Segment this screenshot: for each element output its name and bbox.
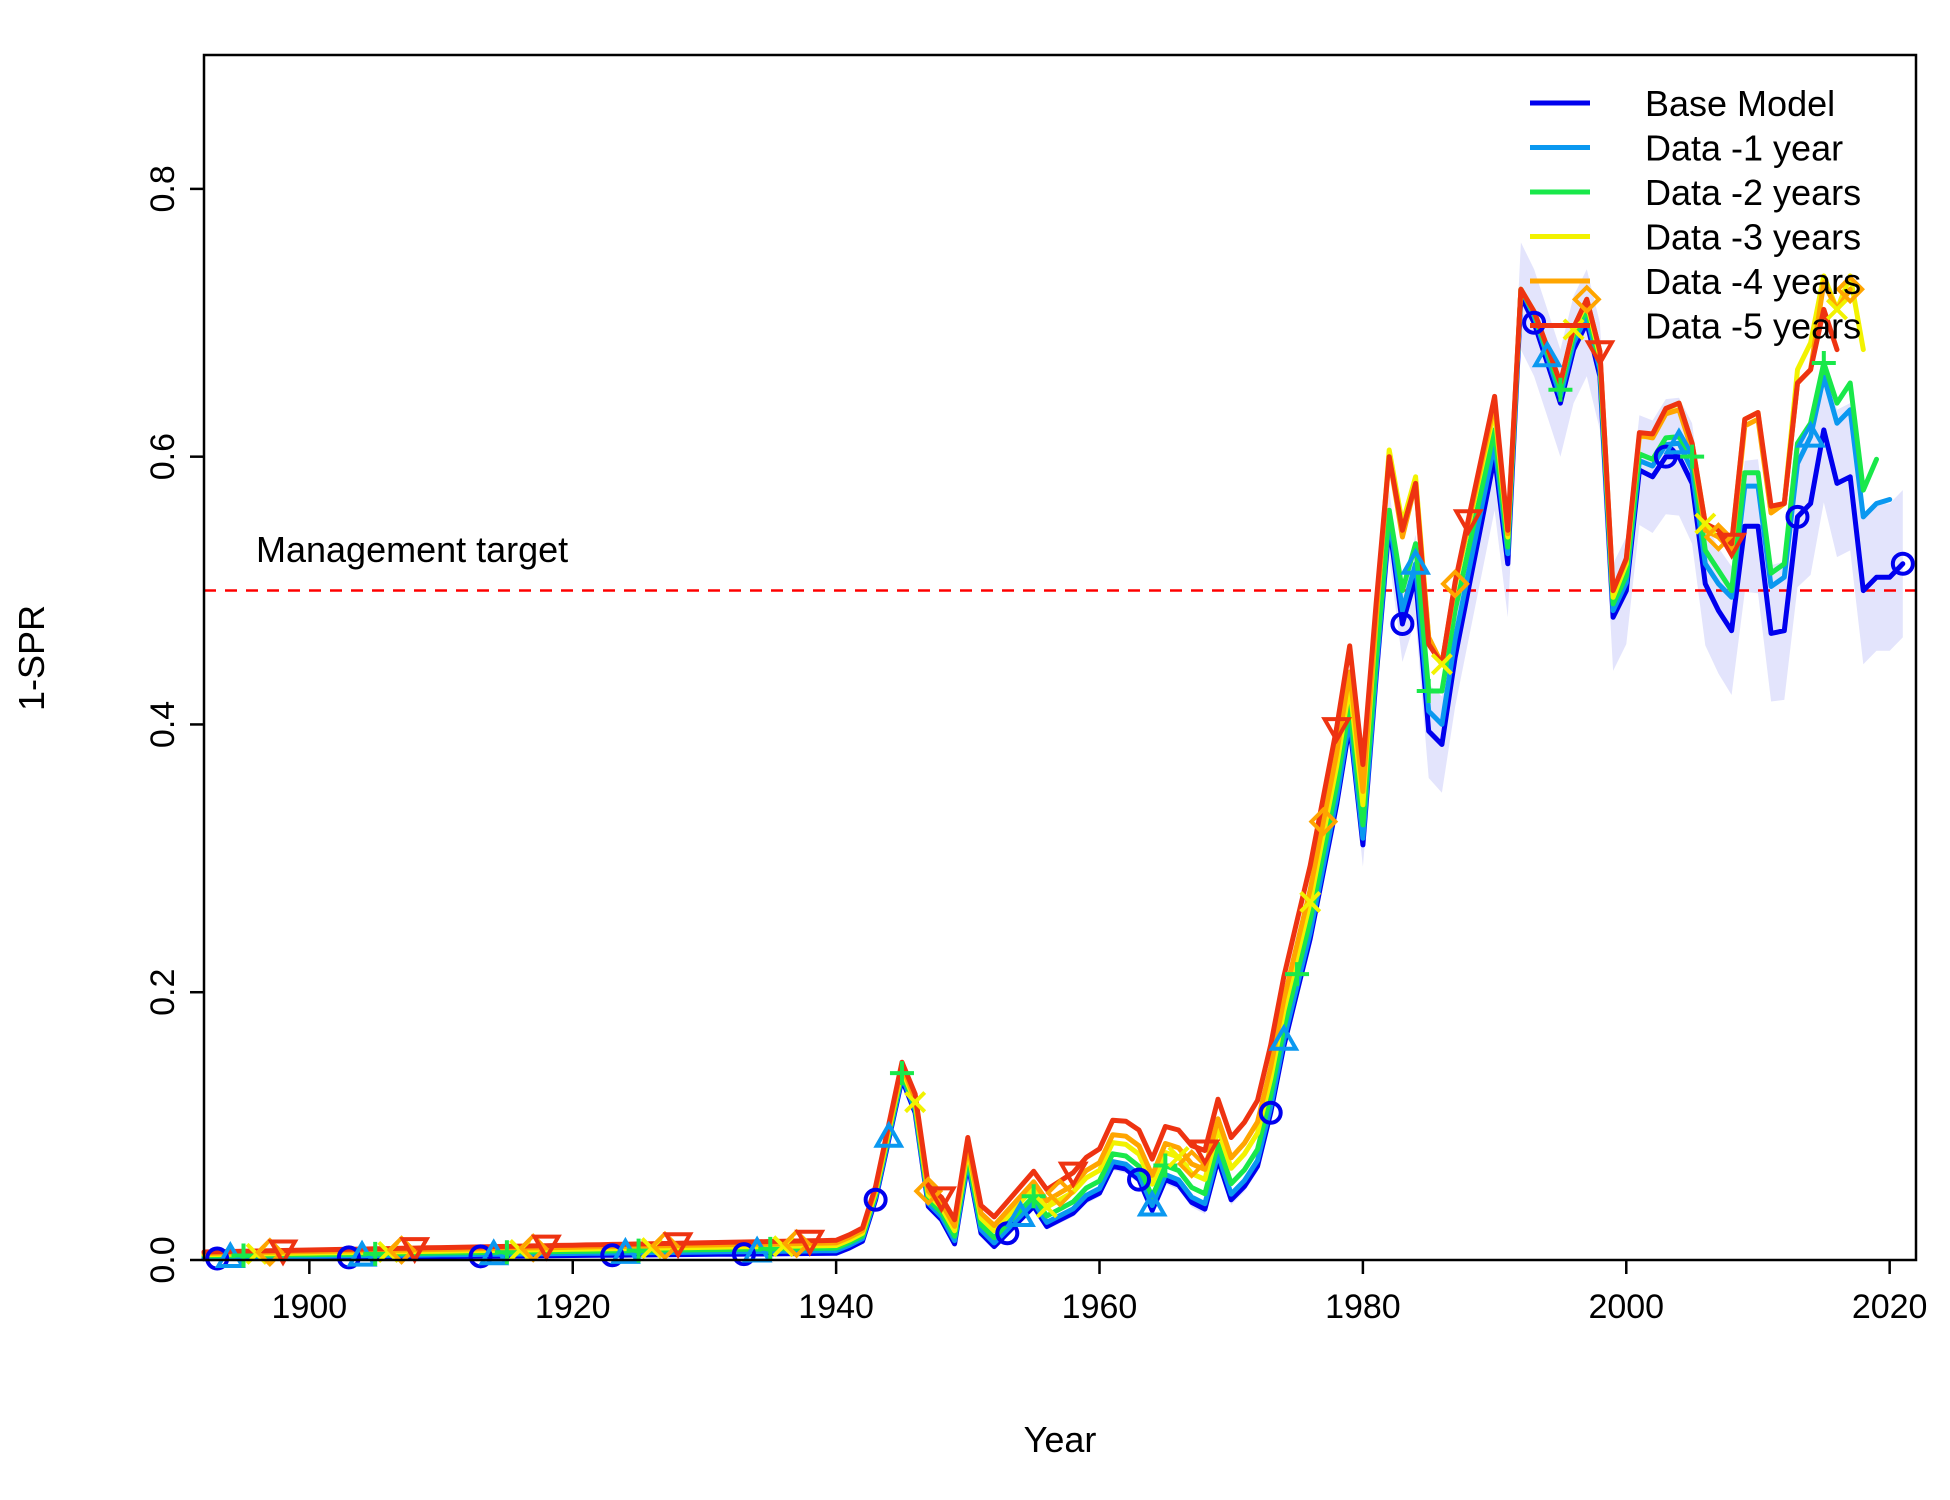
series-3-marker — [1548, 377, 1573, 402]
series-5-marker — [1176, 1149, 1207, 1179]
series-3-marker — [231, 1243, 256, 1268]
series-6-marker — [1584, 340, 1616, 368]
series-4-marker — [904, 1091, 927, 1114]
series-4-marker — [1430, 653, 1453, 676]
y-axis-title: 1-SPR — [11, 605, 52, 711]
legend-label: Data -2 years — [1645, 172, 1861, 213]
x-tick-label: 1960 — [1062, 1288, 1138, 1326]
y-tick-label: 0.2 — [144, 969, 182, 1016]
series-1-marker — [205, 1246, 230, 1271]
series-6-marker — [926, 1186, 957, 1214]
series-6-marker — [399, 1237, 431, 1265]
x-tick-label: 1940 — [798, 1288, 874, 1326]
series-3-marker — [1021, 1184, 1046, 1209]
series-2-marker — [873, 1120, 905, 1148]
series-3-marker — [1811, 350, 1836, 375]
series-5-marker — [1440, 569, 1470, 599]
series-6-marker — [662, 1232, 694, 1260]
series-2-marker — [1400, 547, 1432, 575]
plot-frame — [202, 53, 1918, 1262]
series-1-marker — [1890, 551, 1915, 576]
marker-layer — [205, 274, 1915, 1271]
legend-label: Data -3 years — [1645, 217, 1861, 258]
y-tick-label: 0.0 — [144, 1236, 182, 1283]
x-tick-label: 1920 — [535, 1288, 611, 1326]
series-1-marker — [1653, 444, 1678, 469]
series-5-marker — [255, 1237, 285, 1268]
x-axis-title: Year — [1024, 1419, 1097, 1460]
series-1-marker — [1390, 612, 1415, 637]
series-1-marker — [1127, 1167, 1152, 1192]
series-6-marker — [530, 1234, 562, 1262]
series-1-marker — [468, 1244, 493, 1269]
series-2-marker — [1268, 1023, 1300, 1051]
legend-label: Data -5 years — [1645, 306, 1861, 347]
x-tick-label: 1980 — [1325, 1288, 1401, 1326]
legend-label: Data -4 years — [1645, 261, 1861, 302]
x-tick-label: 1900 — [272, 1288, 348, 1326]
series-4-marker — [1825, 298, 1848, 321]
series-3-marker — [1416, 678, 1441, 703]
series-1-marker — [1258, 1100, 1283, 1125]
x-tick-label: 2000 — [1588, 1288, 1664, 1326]
x-tick-label: 2020 — [1852, 1288, 1928, 1326]
series-5-marker — [386, 1235, 417, 1265]
series-1-marker — [600, 1243, 625, 1268]
series-6-marker — [1452, 509, 1484, 537]
series-6-marker — [1321, 717, 1353, 745]
y-tick-label: 0.8 — [144, 165, 182, 212]
series-2-marker — [1005, 1199, 1036, 1227]
reference-line-label: Management target — [256, 529, 568, 570]
series-1-marker — [863, 1187, 888, 1212]
series-6-marker — [794, 1229, 826, 1257]
series-6-marker — [1716, 532, 1748, 560]
y-tick-label: 0.6 — [144, 433, 182, 480]
series-3-marker — [363, 1241, 388, 1266]
series-5-marker — [1045, 1178, 1075, 1208]
series-3-marker — [889, 1061, 914, 1086]
y-tick-label: 0.4 — [144, 701, 182, 748]
series-6-marker — [1189, 1139, 1221, 1167]
series-5-marker — [1308, 806, 1339, 837]
series-1-marker — [336, 1245, 361, 1270]
series-1-marker — [1522, 310, 1547, 335]
series-2-marker — [1531, 340, 1563, 368]
series-5-marker — [1835, 274, 1865, 305]
series-6-marker — [1057, 1161, 1089, 1189]
legend-label: Base Model — [1645, 83, 1835, 124]
series-2-marker — [1136, 1189, 1168, 1217]
series-2-marker — [1795, 420, 1827, 448]
series-5-marker — [1571, 284, 1602, 315]
axis-layer: 1900 1920 1940 1960 1980 2000 2020 0.0 0.2 0.4 0.6… — [144, 165, 1927, 1326]
series-3-marker — [1153, 1153, 1178, 1178]
series-1-marker — [1785, 504, 1810, 529]
series-1-marker — [731, 1242, 756, 1267]
series-2-marker — [1663, 427, 1695, 455]
legend-label: Data -1 year — [1645, 128, 1843, 169]
series-5-marker — [650, 1230, 680, 1261]
series-3-marker — [1680, 444, 1705, 469]
series-6-marker — [267, 1239, 299, 1267]
series-4-marker — [1167, 1145, 1190, 1169]
series-4-marker — [1299, 890, 1322, 913]
series-5-marker — [781, 1228, 812, 1259]
series-3-marker — [1285, 962, 1310, 987]
